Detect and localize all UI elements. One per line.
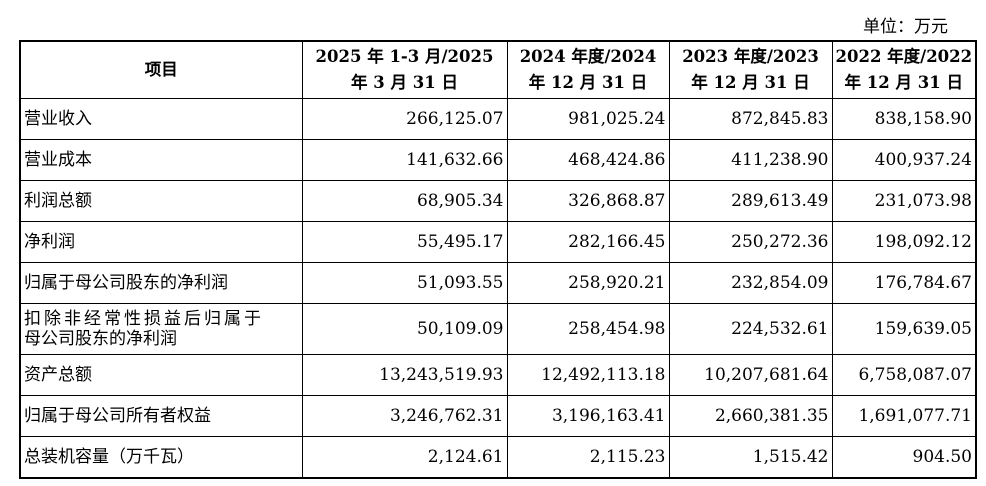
row-label: 营业成本 xyxy=(19,139,303,181)
row-label: 资产总额 xyxy=(19,354,303,396)
table-row: 扣除非经常性损益后归属于 母公司股东的净利润 50,109.09 258,454… xyxy=(19,303,977,355)
cell-value: 50,109.09 xyxy=(301,303,508,355)
header-row: 项目 2025 年 1-3 月/2025 年 3 月 31 日 2024 年度/2… xyxy=(19,40,977,99)
header-2022: 2022 年度/2022 年 12 月 31 日 xyxy=(831,40,977,99)
header-2023: 2023 年度/2023 年 12 月 31 日 xyxy=(668,40,833,99)
cell-value: 326,868.87 xyxy=(506,180,670,222)
cell-value: 400,937.24 xyxy=(831,139,977,181)
table-row: 资产总额 13,243,519.93 12,492,113.18 10,207,… xyxy=(19,354,977,396)
header-line2: 年 12 月 31 日 xyxy=(691,73,810,92)
cell-value: 224,532.61 xyxy=(668,303,833,355)
row-label-line2: 母公司股东的净利润 xyxy=(24,329,177,349)
row-label: 归属于母公司股东的净利润 xyxy=(19,262,303,304)
cell-value: 2,660,381.35 xyxy=(668,395,833,437)
header-2024: 2024 年度/2024 年 12 月 31 日 xyxy=(506,40,670,99)
row-label-line1: 扣除非经常性损益后归属于 xyxy=(24,309,264,329)
cell-value: 68,905.34 xyxy=(301,180,508,222)
cell-value: 282,166.45 xyxy=(506,221,670,263)
header-2025q1: 2025 年 1-3 月/2025 年 3 月 31 日 xyxy=(301,40,508,99)
cell-value: 51,093.55 xyxy=(301,262,508,304)
unit-label: 单位：万元 xyxy=(863,17,948,37)
cell-value: 872,845.83 xyxy=(668,98,833,140)
cell-value: 258,454.98 xyxy=(506,303,670,355)
cell-value: 12,492,113.18 xyxy=(506,354,670,396)
cell-value: 232,854.09 xyxy=(668,262,833,304)
header-line1: 2025 年 1-3 月/2025 xyxy=(315,47,494,66)
table-row: 利润总额 68,905.34 326,868.87 289,613.49 231… xyxy=(19,180,977,222)
row-label: 总装机容量（万千瓦） xyxy=(19,436,303,479)
table-row: 总装机容量（万千瓦） 2,124.61 2,115.23 1,515.42 90… xyxy=(19,436,977,479)
cell-value: 141,632.66 xyxy=(301,139,508,181)
header-line1: 2023 年度/2023 xyxy=(682,47,819,66)
row-label: 净利润 xyxy=(19,221,303,263)
header-item: 项目 xyxy=(19,40,303,99)
table-row: 营业成本 141,632.66 468,424.86 411,238.90 40… xyxy=(19,139,977,181)
cell-value: 2,124.61 xyxy=(301,436,508,479)
cell-value: 266,125.07 xyxy=(301,98,508,140)
cell-value: 6,758,087.07 xyxy=(831,354,977,396)
cell-value: 176,784.67 xyxy=(831,262,977,304)
cell-value: 3,196,163.41 xyxy=(506,395,670,437)
cell-value: 411,238.90 xyxy=(668,139,833,181)
table-row: 净利润 55,495.17 282,166.45 250,272.36 198,… xyxy=(19,221,977,263)
cell-value: 289,613.49 xyxy=(668,180,833,222)
header-line2: 年 12 月 31 日 xyxy=(528,73,648,92)
cell-value: 198,092.12 xyxy=(831,221,977,263)
financial-table: 项目 2025 年 1-3 月/2025 年 3 月 31 日 2024 年度/2… xyxy=(19,40,977,479)
cell-value: 13,243,519.93 xyxy=(301,354,508,396)
cell-value: 1,691,077.71 xyxy=(831,395,977,437)
cell-value: 258,920.21 xyxy=(506,262,670,304)
cell-value: 838,158.90 xyxy=(831,98,977,140)
cell-value: 159,639.05 xyxy=(831,303,977,355)
cell-value: 55,495.17 xyxy=(301,221,508,263)
cell-value: 10,207,681.64 xyxy=(668,354,833,396)
header-line2: 年 12 月 31 日 xyxy=(844,73,963,92)
row-label: 扣除非经常性损益后归属于 母公司股东的净利润 xyxy=(19,303,303,355)
header-line2: 年 3 月 31 日 xyxy=(351,73,458,92)
row-label: 归属于母公司所有者权益 xyxy=(19,395,303,437)
cell-value: 2,115.23 xyxy=(506,436,670,479)
table-row: 营业收入 266,125.07 981,025.24 872,845.83 83… xyxy=(19,98,977,140)
row-label: 利润总额 xyxy=(19,180,303,222)
cell-value: 468,424.86 xyxy=(506,139,670,181)
header-line1: 2022 年度/2022 xyxy=(835,47,973,66)
cell-value: 3,246,762.31 xyxy=(301,395,508,437)
cell-value: 904.50 xyxy=(831,436,977,479)
cell-value: 1,515.42 xyxy=(668,436,833,479)
table-row: 归属于母公司所有者权益 3,246,762.31 3,196,163.41 2,… xyxy=(19,395,977,437)
table-row: 归属于母公司股东的净利润 51,093.55 258,920.21 232,85… xyxy=(19,262,977,304)
cell-value: 250,272.36 xyxy=(668,221,833,263)
row-label: 营业收入 xyxy=(19,98,303,140)
header-line1: 2024 年度/2024 xyxy=(519,47,657,66)
cell-value: 231,073.98 xyxy=(831,180,977,222)
header-item-label: 项目 xyxy=(144,60,178,79)
cell-value: 981,025.24 xyxy=(506,98,670,140)
